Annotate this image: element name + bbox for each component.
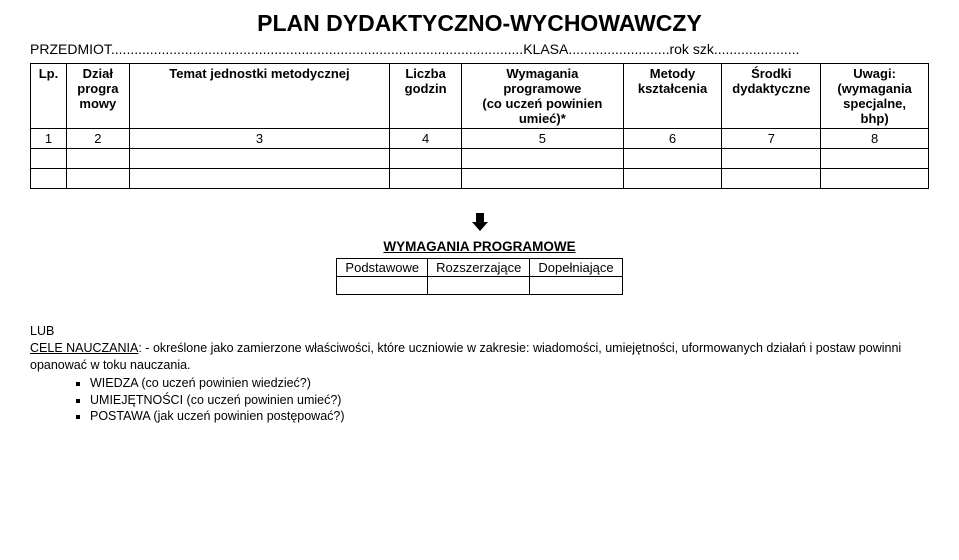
cell	[462, 169, 624, 189]
przedmiot-label: PRZEDMIOT	[30, 41, 111, 57]
cell	[530, 277, 622, 295]
wym-col-podstawowe: Podstawowe	[337, 259, 428, 277]
col-uwagi-l3: specjalne,	[843, 96, 906, 111]
wymagania-heading-text: WYMAGANIA PROGRAMOWE	[383, 239, 575, 254]
col-liczba-l1: Liczba	[405, 66, 445, 81]
wymagania-table: Podstawowe Rozszerzające Dopełniające	[336, 258, 622, 295]
cell	[390, 169, 462, 189]
cell	[722, 149, 821, 169]
cele-text: : - określone jako zamierzone właściwośc…	[30, 341, 901, 372]
col-metody-l2: kształcenia	[638, 81, 707, 96]
arrow-down-icon	[471, 213, 489, 231]
idx-4: 4	[390, 129, 462, 149]
col-wym-l3: (co uczeń powinien	[482, 96, 602, 111]
col-uwagi-l2: (wymagania	[837, 81, 911, 96]
cell	[623, 169, 722, 189]
rok-dots: ......................	[714, 41, 800, 57]
col-wym-l4: umieć)*	[519, 111, 566, 126]
col-srodki-l1: Środki	[751, 66, 791, 81]
cell	[66, 149, 129, 169]
col-dzial-l2: progra	[77, 81, 118, 96]
idx-3: 3	[129, 129, 389, 149]
idx-1: 1	[31, 129, 67, 149]
col-wymagania: Wymagania programowe (co uczeń powinien …	[462, 64, 624, 129]
col-wym-l2: programowe	[503, 81, 581, 96]
cell	[390, 149, 462, 169]
col-lp: Lp.	[31, 64, 67, 129]
col-metody-l1: Metody	[650, 66, 696, 81]
col-dzial: Dział progra mowy	[66, 64, 129, 129]
idx-6: 6	[623, 129, 722, 149]
cell	[129, 149, 389, 169]
cell	[623, 149, 722, 169]
col-liczba-l2: godzin	[405, 81, 447, 96]
list-item: POSTAWA (jak uczeń powinien postępować?)	[90, 408, 929, 425]
col-liczba: Liczba godzin	[390, 64, 462, 129]
cell	[722, 169, 821, 189]
wym-col-dopelniajace: Dopełniające	[530, 259, 622, 277]
cell	[31, 149, 67, 169]
cell	[428, 277, 530, 295]
rok-label: rok szk	[669, 41, 713, 57]
wymagania-section: WYMAGANIA PROGRAMOWE Podstawowe Rozszerz…	[30, 213, 929, 295]
klasa-dots: ..........................	[568, 41, 669, 57]
table-empty-row	[31, 149, 929, 169]
col-uwagi: Uwagi: (wymagania specjalne, bhp)	[821, 64, 929, 129]
klasa-label: KLASA	[523, 41, 568, 57]
col-uwagi-l4: bhp)	[861, 111, 889, 126]
list-item: WIEDZA (co uczeń powinien wiedzieć?)	[90, 375, 929, 392]
col-uwagi-l1: Uwagi:	[853, 66, 896, 81]
wymagania-empty-row	[337, 277, 622, 295]
cele-label: CELE NAUCZANIA	[30, 341, 138, 355]
page-title: PLAN DYDAKTYCZNO-WYCHOWAWCZY	[30, 10, 929, 37]
wym-col-rozszerzajace: Rozszerzające	[428, 259, 530, 277]
col-srodki-l2: dydaktyczne	[732, 81, 810, 96]
table-empty-row	[31, 169, 929, 189]
main-table: Lp. Dział progra mowy Temat jednostki me…	[30, 63, 929, 189]
col-temat: Temat jednostki metodycznej	[129, 64, 389, 129]
table-index-row: 1 2 3 4 5 6 7 8	[31, 129, 929, 149]
subject-line: PRZEDMIOT...............................…	[30, 41, 929, 57]
cell	[66, 169, 129, 189]
cell	[462, 149, 624, 169]
idx-8: 8	[821, 129, 929, 149]
table-header-row: Lp. Dział progra mowy Temat jednostki me…	[31, 64, 929, 129]
cell	[821, 149, 929, 169]
col-dzial-l3: mowy	[79, 96, 116, 111]
col-dzial-l1: Dział	[83, 66, 113, 81]
cell	[821, 169, 929, 189]
idx-7: 7	[722, 129, 821, 149]
col-wym-l1: Wymagania	[506, 66, 578, 81]
idx-5: 5	[462, 129, 624, 149]
przedmiot-dots: ........................................…	[111, 41, 523, 57]
cell	[129, 169, 389, 189]
cell	[337, 277, 428, 295]
cell	[31, 169, 67, 189]
col-srodki: Środki dydaktyczne	[722, 64, 821, 129]
page: PLAN DYDAKTYCZNO-WYCHOWAWCZY PRZEDMIOT..…	[0, 0, 959, 560]
bullet-list: WIEDZA (co uczeń powinien wiedzieć?) UMI…	[90, 375, 929, 426]
idx-2: 2	[66, 129, 129, 149]
wymagania-header-row: Podstawowe Rozszerzające Dopełniające	[337, 259, 622, 277]
col-metody: Metody kształcenia	[623, 64, 722, 129]
lub-label: LUB	[30, 324, 54, 338]
lub-section: LUB CELE NAUCZANIA: - określone jako zam…	[30, 323, 929, 425]
list-item: UMIEJĘTNOŚCI (co uczeń powinien umieć?)	[90, 392, 929, 409]
